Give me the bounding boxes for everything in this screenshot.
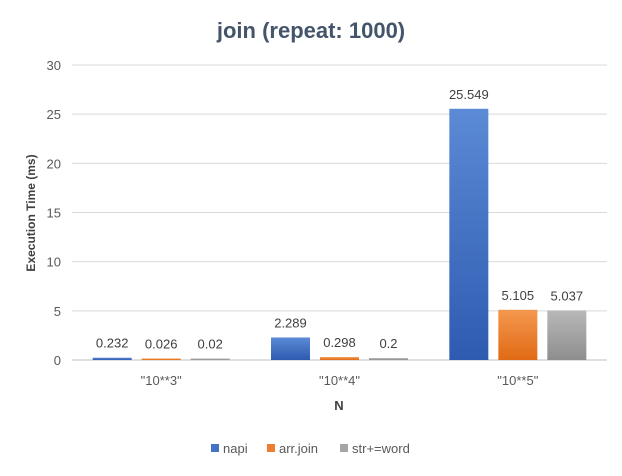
- data-label: 0.2: [379, 336, 397, 351]
- bar-str-word: [190, 358, 230, 360]
- data-labels: 0.232 0.026 0.02 2.289 0.298 0.2 25.549 5.105 5.…: [96, 87, 583, 352]
- bar-napi: [92, 357, 132, 360]
- x-tick-label: "10**4": [319, 373, 360, 388]
- gridlines: [72, 64, 607, 361]
- y-tick-label: 30: [47, 58, 61, 73]
- bar-napi: [449, 108, 489, 361]
- data-label: 25.549: [449, 87, 489, 102]
- y-axis-ticks: 0 5 10 15 20 25 30: [47, 58, 61, 368]
- legend: napi arr.join str+=word: [211, 441, 410, 456]
- legend-label: arr.join: [279, 441, 318, 456]
- y-tick-label: 25: [47, 107, 61, 122]
- chart-title: join (repeat: 1000): [216, 18, 405, 43]
- bar-arr-join: [320, 357, 359, 360]
- x-tick-label: "10**3": [141, 373, 182, 388]
- data-label: 2.289: [274, 315, 307, 330]
- legend-swatch: [340, 444, 348, 452]
- data-label: 5.105: [502, 288, 535, 303]
- bars: [92, 108, 587, 361]
- bar-arr-join: [141, 358, 181, 360]
- x-axis-title: N: [334, 398, 343, 413]
- data-label: 5.037: [551, 288, 584, 303]
- bar-str-word: [547, 310, 587, 360]
- legend-swatch: [211, 444, 219, 452]
- y-tick-label: 10: [47, 255, 61, 270]
- y-tick-label: 20: [47, 156, 61, 171]
- data-label: 0.232: [96, 336, 129, 351]
- data-label: 0.02: [198, 337, 223, 352]
- x-axis-ticks: "10**3" "10**4" "10**5": [141, 373, 539, 388]
- y-tick-label: 0: [54, 353, 61, 368]
- data-label: 0.298: [323, 335, 356, 350]
- legend-label: str+=word: [352, 441, 410, 456]
- bar-str-word: [369, 358, 408, 360]
- legend-label: napi: [223, 441, 248, 456]
- y-tick-label: 15: [47, 206, 61, 221]
- data-label: 0.026: [145, 337, 178, 352]
- bar-napi: [271, 337, 310, 360]
- x-tick-label: "10**5": [497, 373, 538, 388]
- bar-arr-join: [498, 309, 538, 360]
- y-axis-title: Execution Time (ms): [24, 154, 38, 271]
- legend-swatch: [267, 444, 275, 452]
- y-tick-label: 5: [54, 304, 61, 319]
